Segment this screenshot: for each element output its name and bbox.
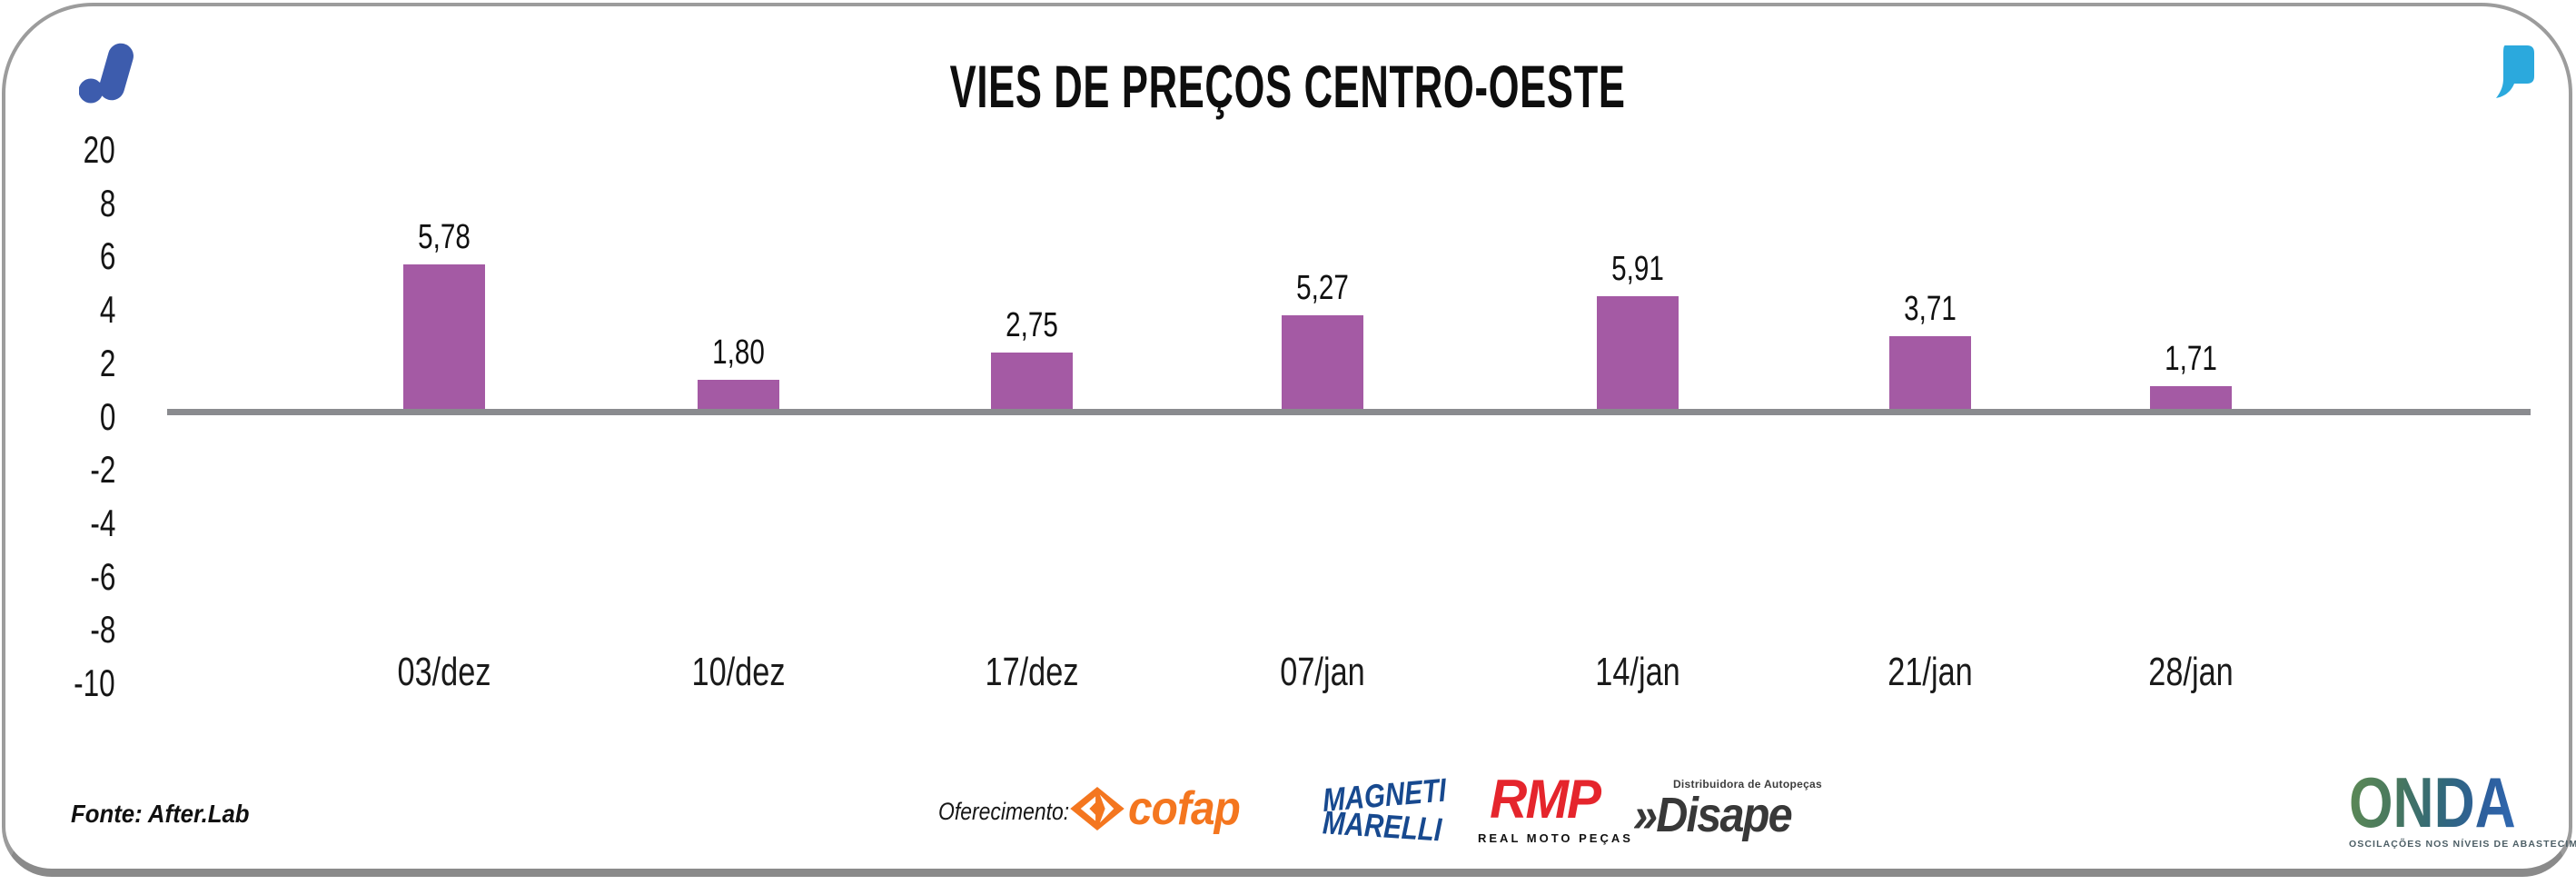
bar-value-label: 5,78 bbox=[418, 218, 471, 256]
x-axis-label: 17/dez bbox=[985, 650, 1079, 694]
bar-value-label: 1,80 bbox=[712, 333, 765, 372]
y-axis-tick-label: -10 bbox=[74, 661, 115, 704]
y-axis-tick-label: 6 bbox=[99, 234, 115, 278]
cofap-wordmark: cofap bbox=[1128, 782, 1241, 835]
x-axis-label: 28/jan bbox=[2148, 650, 2234, 694]
y-axis-tick-label: 8 bbox=[99, 181, 115, 224]
y-axis-tick-label: 2 bbox=[99, 341, 115, 384]
bar-value-label: 1,71 bbox=[2165, 340, 2217, 378]
afterlab-logo-icon bbox=[79, 43, 134, 104]
x-axis-label: 10/dez bbox=[691, 650, 786, 694]
card-border bbox=[2, 3, 2572, 877]
quote-icon bbox=[2496, 45, 2534, 98]
chart-title: VIES DE PREÇOS CENTRO-OESTE bbox=[950, 53, 1626, 120]
sponsor-logo-magneti-marelli: MAGNETI MARELLI bbox=[1311, 771, 1447, 849]
y-axis-tick-label: 4 bbox=[99, 288, 115, 332]
bar bbox=[1889, 336, 1971, 409]
bar bbox=[403, 264, 485, 409]
source-note: Fonte: After.Lab bbox=[71, 800, 250, 828]
x-axis-label: 03/dez bbox=[397, 650, 491, 694]
rmp-subtitle: REAL MOTO PEÇAS bbox=[1478, 831, 1633, 845]
bar-value-label: 5,27 bbox=[1296, 269, 1349, 307]
y-axis-tick-label: -6 bbox=[89, 554, 115, 598]
onda-wordmark: ONDA bbox=[2349, 762, 2516, 842]
y-axis-tick-label: -8 bbox=[89, 608, 115, 651]
bar bbox=[698, 380, 779, 409]
bar-value-label: 2,75 bbox=[1006, 306, 1058, 344]
y-axis-tick-label: -4 bbox=[89, 501, 115, 544]
bar bbox=[2150, 386, 2232, 409]
disape-subtitle: Distribuidora de Autopeças bbox=[1672, 778, 1822, 791]
x-axis-label: 14/jan bbox=[1595, 650, 1680, 694]
sponsor-logo-cofap: cofap bbox=[1070, 785, 1250, 832]
bar bbox=[1597, 296, 1679, 409]
y-axis-tick-label: 0 bbox=[99, 394, 115, 438]
x-axis-label: 07/jan bbox=[1280, 650, 1365, 694]
sponsor-logo-rmp: RMP REAL MOTO PEÇAS bbox=[1478, 769, 1633, 846]
disape-wordmark: »Disape bbox=[1633, 788, 1793, 842]
bar-value-label: 3,71 bbox=[1904, 290, 1957, 328]
sponsor-logo-disape: Distribuidora de Autopeças »Disape bbox=[1633, 778, 1822, 840]
onda-logo: ONDA OSCILAÇÕES NOS NÍVEIS DE ABASTECIME… bbox=[2349, 762, 2576, 850]
y-axis-tick-label: 20 bbox=[83, 128, 115, 171]
rmp-wordmark: RMP bbox=[1490, 769, 1602, 830]
bar-value-label: 5,91 bbox=[1611, 250, 1664, 288]
bar bbox=[991, 353, 1073, 409]
x-axis-label: 21/jan bbox=[1887, 650, 1973, 694]
y-axis-tick-label: -2 bbox=[89, 448, 115, 492]
onda-tagline: OSCILAÇÕES NOS NÍVEIS DE ABASTECIMENTO E… bbox=[2349, 839, 2576, 850]
magneti-line2: MARELLI bbox=[1322, 803, 1443, 849]
zero-baseline bbox=[167, 409, 2531, 415]
cofap-diamond-icon bbox=[1070, 787, 1125, 830]
bar bbox=[1282, 315, 1363, 409]
sponsor-label: Oferecimento: bbox=[938, 798, 1070, 825]
